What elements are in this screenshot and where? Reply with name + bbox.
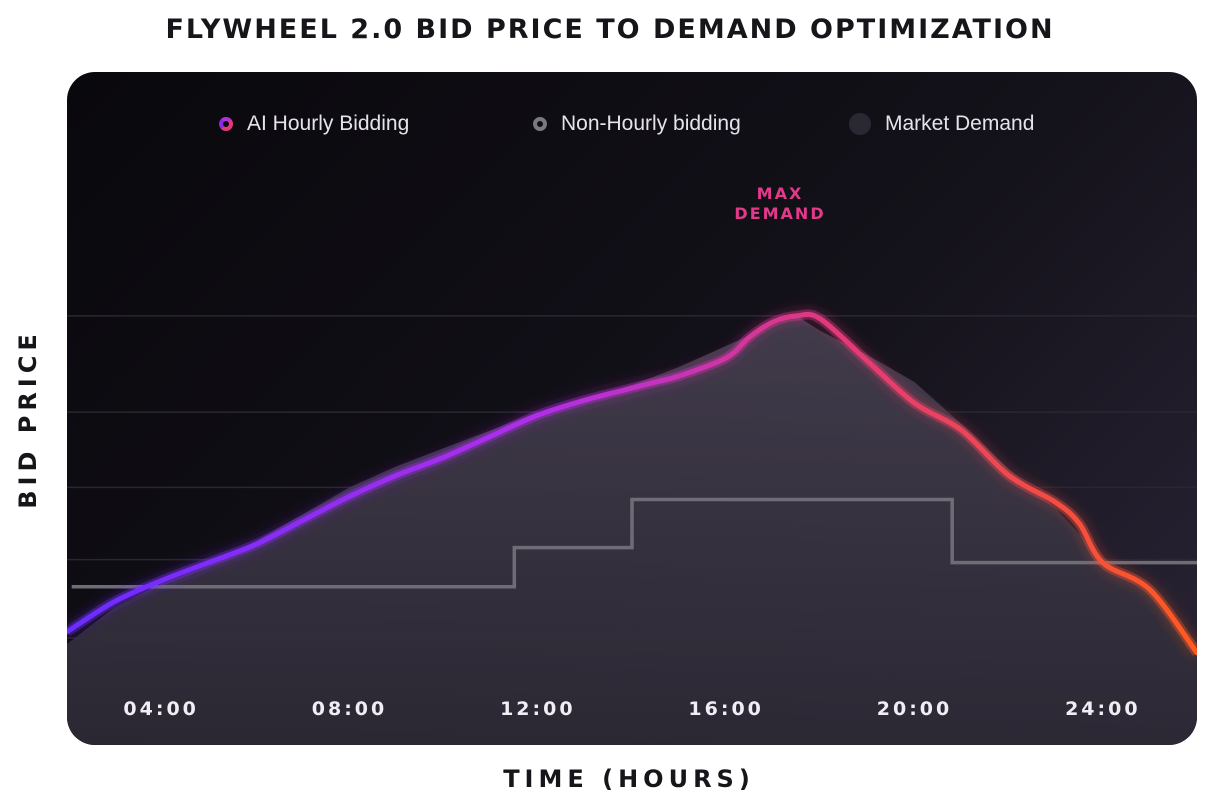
legend-item-ai-hourly[interactable]: AI Hourly Bidding (219, 112, 409, 136)
ring-gradient-icon (219, 117, 233, 131)
max-demand-annotation: MAX DEMAND (722, 184, 838, 224)
x-tick-label: 20:00 (876, 698, 953, 720)
x-tick-label: 12:00 (500, 698, 576, 720)
ring-gray-icon (533, 117, 547, 131)
max-demand-line2: DEMAND (734, 204, 826, 223)
legend-label-market-demand: Market Demand (885, 112, 1035, 135)
legend-label-ai-hourly: AI Hourly Bidding (247, 112, 410, 135)
y-axis-label: BID PRICE (14, 329, 42, 509)
chart-title: FLYWHEEL 2.0 BID PRICE TO DEMAND OPTIMIZ… (165, 14, 1055, 45)
non-hourly-step-line (71, 497, 1197, 589)
legend: AI Hourly Bidding Non-Hourly bidding Mar… (67, 112, 1197, 142)
ai-hourly-line-layer (67, 309, 1197, 656)
legend-item-non-hourly[interactable]: Non-Hourly bidding (533, 112, 741, 136)
legend-label-non-hourly: Non-Hourly bidding (561, 112, 741, 135)
max-demand-line1: MAX (756, 184, 804, 203)
chart-plot (67, 309, 1197, 745)
x-tick-label: 08:00 (311, 698, 388, 720)
chart-panel: AI Hourly Bidding Non-Hourly bidding Mar… (67, 72, 1197, 745)
x-tick-label: 16:00 (688, 698, 764, 720)
x-axis-label: TIME (HOURS) (503, 765, 755, 793)
ai-hourly-line (67, 311, 1197, 656)
x-tick-label: 24:00 (1065, 698, 1141, 720)
x-tick-label: 04:00 (123, 698, 199, 720)
legend-item-market-demand[interactable]: Market Demand (849, 112, 1034, 136)
dot-dark-icon (849, 113, 871, 135)
non-hourly-step-layer (71, 497, 1197, 589)
